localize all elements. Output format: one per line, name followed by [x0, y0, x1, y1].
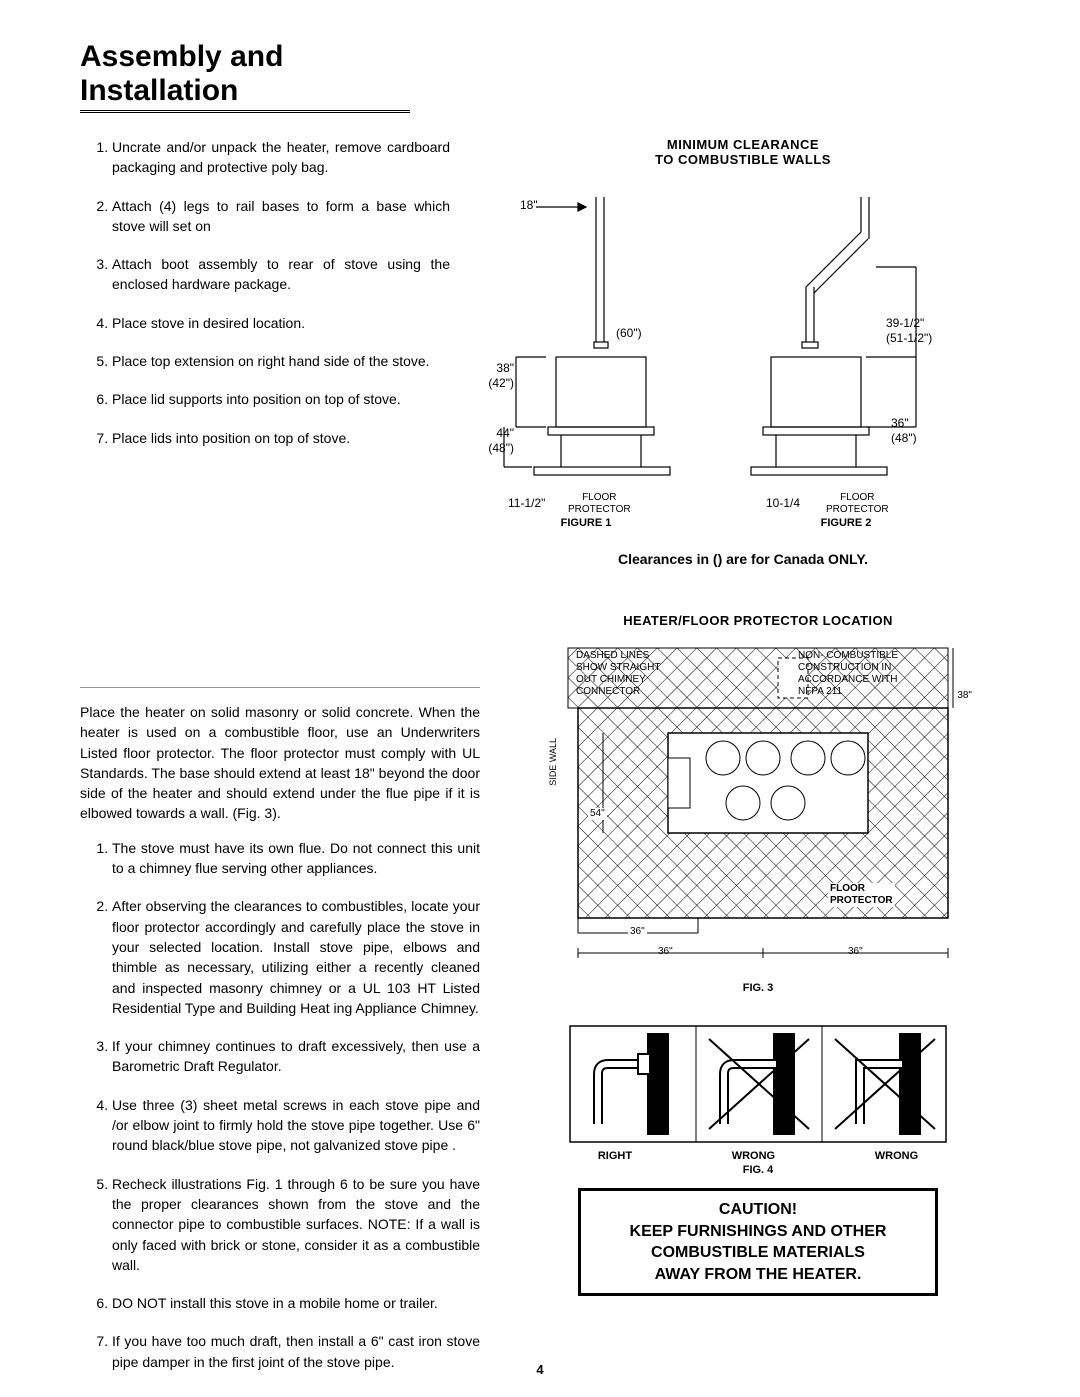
fig1-11: 11-1/2"	[508, 497, 545, 511]
step-4: Place stove in desired location.	[112, 313, 450, 333]
installation-steps: The stove must have its own flue. Do not…	[80, 838, 480, 1372]
caution-box: CAUTION! KEEP FURNISHINGS AND OTHER COMB…	[578, 1188, 938, 1296]
bottom-columns: Place the heater on solid masonry or sol…	[80, 567, 1000, 1390]
caution-l3: COMBUSTIBLE MATERIALS	[591, 1242, 925, 1264]
fig3-54: 54"	[588, 808, 607, 820]
fig3-36b: 36"	[658, 946, 673, 958]
fig2-36: 36"	[891, 417, 909, 431]
install-step-6: DO NOT install this stove in a mobile ho…	[112, 1293, 480, 1313]
placement-intro: Place the heater on solid masonry or sol…	[80, 702, 480, 824]
fig1-18: 18"	[520, 199, 538, 213]
fig2-51: (51-1/2")	[886, 332, 932, 346]
canada-note: Clearances in () are for Canada ONLY.	[486, 551, 1000, 567]
fig2-caption: FIGURE 2	[786, 517, 906, 529]
section2-right: HEATER/FLOOR PROTECTOR LOCATION	[516, 567, 1000, 1390]
fig4-wrong2: WRONG	[875, 1150, 918, 1162]
fig1-42: (42")	[474, 377, 514, 391]
step-1: Uncrate and/or unpack the heater, remove…	[112, 137, 450, 178]
fig3-floor-protector: FLOOR PROTECTOR	[828, 883, 895, 907]
fig2-floor-protector: FLOOR PROTECTOR	[826, 492, 889, 515]
fig1-floor-protector: FLOOR PROTECTOR	[568, 492, 631, 515]
fig1-caption: FIGURE 1	[526, 517, 646, 529]
fig3-noncomb-label: NON- COMBUSTIBLE CONSTRUCTION IN ACCORDA…	[798, 650, 928, 698]
fig2-39: 39-1/2"	[886, 317, 924, 331]
step-3: Attach boot assembly to rear of stove us…	[112, 254, 450, 295]
fig4-wrong1: WRONG	[732, 1150, 775, 1162]
install-step-3: If your chimney continues to draft exces…	[112, 1036, 480, 1077]
fig3-38: 38"	[957, 690, 972, 702]
fig1-48: (48")	[474, 442, 514, 456]
clearance-title-1: MINIMUM CLEARANCE	[486, 137, 1000, 152]
divider	[80, 687, 480, 688]
fig4-caption: FIG. 4	[548, 1164, 968, 1176]
install-step-4: Use three (3) sheet metal screws in each…	[112, 1095, 480, 1156]
fig3-side-wall: SIDE WALL	[548, 738, 559, 786]
fig2-48b: (48")	[891, 432, 917, 446]
fig1-60: (60")	[616, 327, 642, 341]
install-step-1: The stove must have its own flue. Do not…	[112, 838, 480, 879]
page-number: 4	[0, 1362, 1080, 1377]
fig4-labels: RIGHT WRONG WRONG	[548, 1150, 968, 1162]
fig3-caption: FIG. 3	[516, 982, 1000, 994]
right-column: MINIMUM CLEARANCE TO COMBUSTIBLE WALLS	[486, 137, 1000, 567]
caution-l4: AWAY FROM THE HEATER.	[591, 1264, 925, 1286]
step-6: Place lid supports into position on top …	[112, 389, 450, 409]
assembly-steps: Uncrate and/or unpack the heater, remove…	[80, 137, 450, 448]
fig3-diagram: DASHED LINES SHOW STRAIGHT OUT CHIMNEY C…	[548, 638, 968, 978]
fig4-right: RIGHT	[598, 1150, 632, 1162]
fig1-44: 44"	[474, 427, 514, 441]
page-title: Assembly and Installation	[80, 40, 410, 113]
clearance-figures: 18" 38" (42") 44" (48") (60") 11-1/2" FL…	[486, 167, 1000, 547]
fig3-36a: 36"	[628, 926, 647, 938]
fig1-38: 38"	[474, 362, 514, 376]
section2-left: Place the heater on solid masonry or sol…	[80, 567, 480, 1390]
fig3-dashed-label: DASHED LINES SHOW STRAIGHT OUT CHIMNEY C…	[576, 650, 686, 698]
fig2-10: 10-1/4	[766, 497, 800, 511]
step-5: Place top extension on right hand side o…	[112, 351, 450, 371]
step-2: Attach (4) legs to rail bases to form a …	[112, 196, 450, 237]
step-7: Place lids into position on top of stove…	[112, 428, 450, 448]
caution-l1: CAUTION!	[591, 1199, 925, 1221]
left-column: Uncrate and/or unpack the heater, remove…	[80, 137, 450, 567]
install-step-2: After observing the clearances to combus…	[112, 896, 480, 1018]
fig3-heading: HEATER/FLOOR PROTECTOR LOCATION	[516, 613, 1000, 628]
fig3-36c: 36"	[848, 946, 863, 958]
top-columns: Uncrate and/or unpack the heater, remove…	[80, 137, 1000, 567]
clearance-title-2: TO COMBUSTIBLE WALLS	[486, 152, 1000, 167]
caution-l2: KEEP FURNISHINGS AND OTHER	[591, 1221, 925, 1243]
install-step-5: Recheck illustrations Fig. 1 through 6 t…	[112, 1174, 480, 1275]
fig4-diagram: RIGHT WRONG WRONG FIG. 4	[548, 1024, 968, 1176]
